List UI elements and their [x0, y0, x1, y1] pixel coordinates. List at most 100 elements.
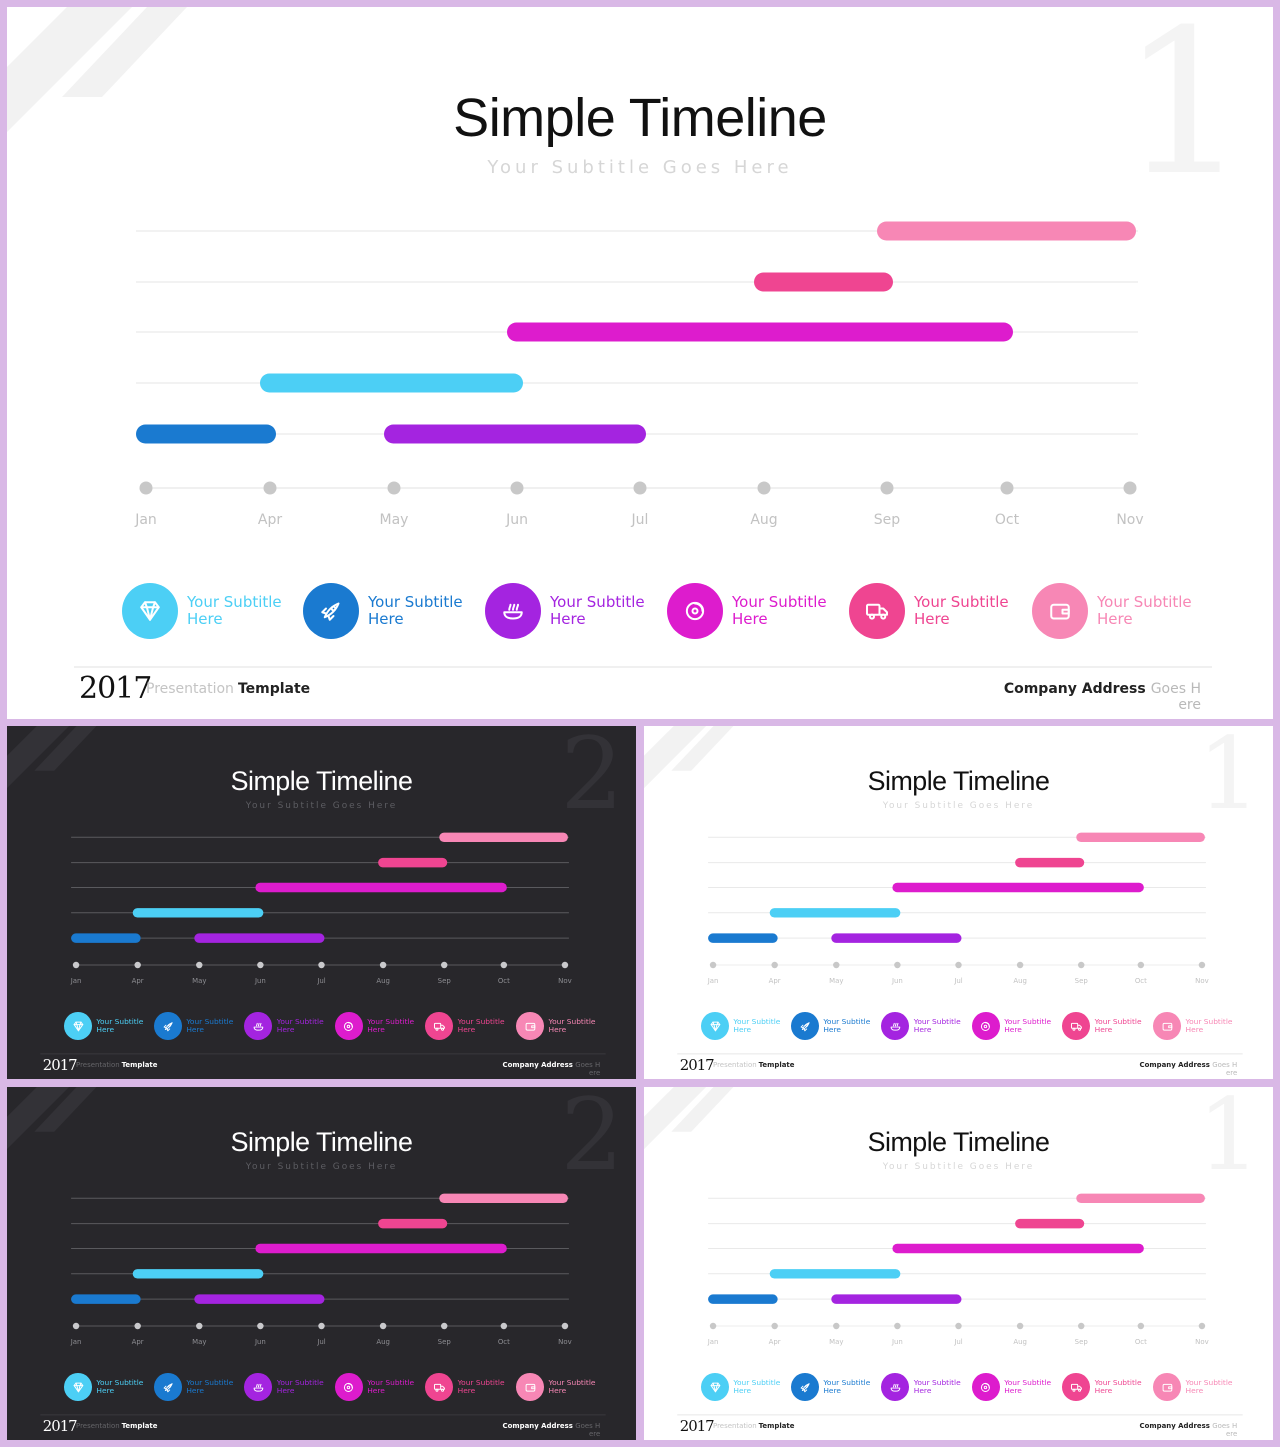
- disc-icon: [667, 583, 723, 639]
- company-address-text: Goes H: [575, 1421, 601, 1430]
- legend-label: Your Subtitle Here: [732, 592, 827, 628]
- axis-dot: [561, 961, 569, 969]
- axis-dot: [500, 1322, 508, 1330]
- legend-item: Your Subtitle Here: [485, 583, 650, 639]
- legend-item: Your Subtitle Here: [425, 1373, 507, 1401]
- axis-tick-label: Oct: [1135, 977, 1147, 985]
- footer-year: 2017: [42, 1416, 78, 1435]
- legend-label: Your Subtitle Here: [457, 1377, 505, 1396]
- axis-dot: [139, 481, 153, 495]
- axis-dot: [196, 1322, 203, 1330]
- axis-dot: [1077, 961, 1085, 969]
- axis-dot: [1137, 961, 1145, 969]
- axis-tick-label: Jun: [254, 977, 266, 985]
- disc-icon: [334, 1373, 363, 1401]
- axis-dot: [1016, 961, 1024, 969]
- wallet-icon: [516, 1373, 545, 1401]
- legend-label: Your Subtitle Here: [96, 1016, 144, 1035]
- company-address-label: Company Address: [1139, 1060, 1210, 1069]
- timeline-chart: Jan Apr May Jun Jul Aug Sep Oct Nov: [707, 832, 1209, 985]
- axis-tick-label: Nov: [558, 977, 572, 985]
- legend-item: Your Subtitle Here: [881, 1012, 963, 1040]
- axis-dot: [379, 1322, 387, 1330]
- corner-stripe: [62, 7, 187, 97]
- axis-tick-label: Jul: [316, 977, 325, 985]
- axis-tick-label: Apr: [769, 1338, 781, 1346]
- axis-dot: [833, 1322, 840, 1330]
- legend-label: Your Subtitle Here: [1004, 1377, 1052, 1396]
- axis-dot: [134, 1322, 141, 1330]
- footer-presentation-template: Presentation Template: [713, 1422, 794, 1430]
- timeline-bar: [194, 933, 325, 943]
- axis-tick-label: Nov: [1195, 977, 1209, 985]
- timeline-bar: [71, 933, 141, 943]
- axis-tick-label: Jul: [316, 1338, 325, 1346]
- timeline-bar: [384, 424, 646, 444]
- axis-dot: [709, 961, 717, 969]
- dish-icon: [881, 1373, 910, 1401]
- timeline-bar: [136, 424, 276, 444]
- background-decoration: 2: [7, 1087, 624, 1193]
- axis-tick-label: Oct: [1135, 1338, 1147, 1346]
- timeline-bar: [892, 1243, 1144, 1254]
- axis-tick-label: Jul: [631, 512, 649, 528]
- company-address-text-wrap: ere: [588, 1429, 601, 1438]
- template-label: Template: [121, 1421, 158, 1430]
- axis-tick-label: Nov: [1116, 512, 1143, 528]
- timeline-bar: [194, 1294, 325, 1304]
- legend-label: Your Subtitle Here: [550, 592, 645, 628]
- slide-2: 2 Simple Timeline Your Subtitle Goes Here J…: [7, 726, 636, 1079]
- axis-dot: [894, 961, 901, 969]
- legend-item: Your Subtitle Here: [1062, 1012, 1144, 1040]
- timeline-chart: Jan Apr May Jun Jul Aug Sep Oct Nov: [70, 1193, 572, 1346]
- axis-dot: [561, 1322, 569, 1330]
- wallet-icon: [1153, 1373, 1182, 1401]
- axis-dot: [1123, 481, 1137, 495]
- axis-tick-label: May: [192, 1338, 206, 1346]
- axis-dot: [72, 1322, 80, 1330]
- timeline-bar: [708, 933, 778, 943]
- axis-dot: [709, 1322, 717, 1330]
- presentation-label: Presentation: [146, 681, 234, 697]
- legend-label: Your Subtitle Here: [368, 592, 463, 628]
- footer-presentation-template: Presentation Template: [76, 1422, 157, 1430]
- slide-title: Simple Timeline: [230, 765, 413, 796]
- timeline-bar: [378, 857, 448, 868]
- footer-presentation-template: Presentation Template: [713, 1061, 794, 1069]
- axis-dot: [771, 1322, 778, 1330]
- wallet-icon: [1153, 1012, 1182, 1040]
- footer-presentation-template: Presentation Template: [146, 681, 310, 697]
- corner-stripe: [7, 7, 132, 132]
- rocket-icon: [154, 1373, 182, 1401]
- legend-label: Your Subtitle Here: [186, 1377, 234, 1396]
- legend-label: Your Subtitle Here: [367, 1377, 415, 1396]
- slide-subtitle: Your Subtitle Goes Here: [245, 800, 398, 811]
- legend-label: Your Subtitle Here: [548, 1016, 596, 1035]
- wallet-icon: [1032, 583, 1088, 639]
- company-address-label: Company Address: [1003, 681, 1146, 697]
- legend-item: Your Subtitle Here: [971, 1012, 1054, 1040]
- legend-item: Your Subtitle Here: [1032, 583, 1197, 639]
- axis-tick-label: Aug: [376, 977, 390, 985]
- timeline-chart: Jan Apr May Jun Jul Aug Sep Oct Nov: [134, 221, 1144, 528]
- company-address-text-wrap: ere: [588, 1068, 601, 1077]
- axis-tick-label: Apr: [258, 512, 282, 528]
- legend-item: Your Subtitle Here: [154, 1373, 236, 1401]
- timeline-bar: [892, 882, 1144, 893]
- legend-label: Your Subtitle Here: [187, 592, 282, 628]
- legend-item: Your Subtitle Here: [791, 1012, 873, 1040]
- axis-tick-label: Jan: [70, 977, 82, 985]
- legend-label: Your Subtitle Here: [276, 1377, 324, 1396]
- axis-dot: [510, 481, 524, 495]
- slide-title: Simple Timeline: [867, 1126, 1050, 1157]
- axis-dot: [833, 961, 840, 969]
- timeline-bar: [1076, 832, 1205, 843]
- legend-item: Your Subtitle Here: [122, 583, 287, 639]
- timeline-bar: [1076, 1193, 1205, 1204]
- axis-tick-label: Aug: [750, 512, 777, 528]
- diamond-icon: [701, 1012, 729, 1040]
- footer-year: 2017: [42, 1055, 78, 1074]
- legend-item: Your Subtitle Here: [154, 1012, 236, 1040]
- timeline-bar: [132, 1269, 264, 1279]
